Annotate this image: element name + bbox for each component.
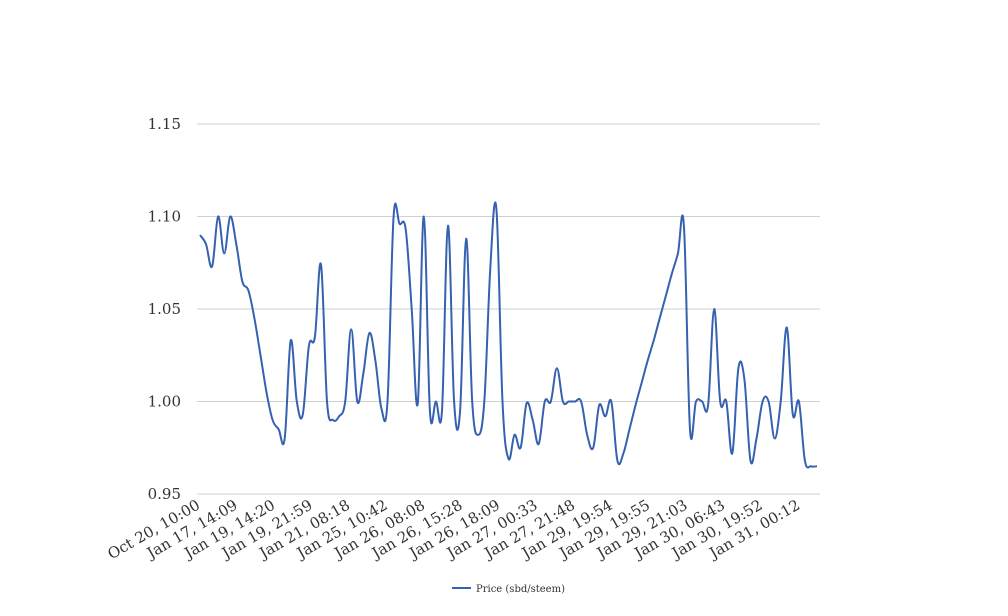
y-tick-label: 1.00 bbox=[148, 393, 181, 411]
series-line-price bbox=[199, 201, 818, 469]
y-tick-label: 1.15 bbox=[148, 115, 181, 133]
y-tick-label: 1.10 bbox=[148, 208, 181, 226]
y-axis-ticks: 0.95 1.00 1.05 1.10 1.15 bbox=[148, 115, 181, 503]
y-tick-label: 1.05 bbox=[148, 300, 181, 318]
legend: Price (sbd/steem) bbox=[452, 584, 565, 595]
series-layer bbox=[199, 201, 818, 469]
legend-label: Price (sbd/steem) bbox=[476, 584, 565, 595]
y-tick-label: 0.95 bbox=[148, 485, 181, 503]
grid-lines bbox=[197, 123, 820, 495]
